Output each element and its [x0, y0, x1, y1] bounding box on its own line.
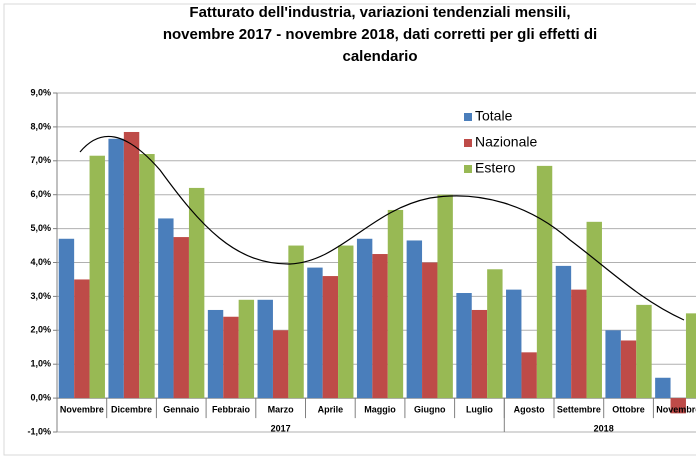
y-tick-label: 3,0%: [30, 291, 51, 301]
group-label: 2018: [594, 423, 614, 433]
bar: [685, 313, 696, 399]
bar: [456, 293, 472, 399]
chart-title: calendario: [342, 48, 417, 65]
x-tick-label: Novembre: [656, 404, 696, 414]
legend-label: Totale: [475, 108, 513, 124]
bar: [555, 265, 572, 399]
x-tick-label: Dicembre: [111, 404, 152, 414]
bar: [207, 309, 224, 399]
y-tick-label: -1,0%: [27, 426, 51, 436]
y-tick-label: 8,0%: [30, 121, 51, 131]
y-tick-label: 1,0%: [30, 359, 51, 369]
bar: [586, 221, 602, 399]
y-tick-label: 0,0%: [30, 392, 51, 402]
x-tick-label: Novembre: [60, 404, 104, 414]
x-tick-label: Ottobre: [612, 404, 645, 414]
x-tick-label: Marzo: [268, 404, 295, 414]
x-tick-label: Giugno: [414, 404, 446, 414]
bar: [74, 279, 90, 399]
bar: [655, 377, 671, 399]
bar: [536, 165, 553, 399]
bar: [506, 289, 522, 399]
x-tick-label: Maggio: [364, 404, 396, 414]
bar: [387, 209, 404, 399]
bar: [272, 330, 289, 399]
bar: [437, 194, 453, 399]
y-tick-label: 6,0%: [30, 189, 51, 199]
bar: [322, 276, 339, 399]
bar: [288, 245, 304, 399]
y-tick-label: 2,0%: [30, 325, 51, 335]
legend-label: Nazionale: [475, 134, 537, 150]
bar: [372, 254, 388, 399]
bar: [257, 299, 273, 399]
bar: [89, 155, 105, 399]
y-tick-label: 7,0%: [30, 155, 51, 165]
bar: [356, 238, 373, 399]
bar: [223, 316, 239, 399]
bar: [636, 304, 652, 399]
legend-label: Estero: [475, 160, 516, 176]
bar: [521, 352, 537, 399]
bar: [620, 340, 637, 399]
x-tick-label: Febbraio: [212, 404, 251, 414]
bar: [58, 238, 75, 399]
bar: [108, 138, 124, 399]
y-tick-label: 5,0%: [30, 223, 51, 233]
bars: [58, 131, 696, 414]
y-tick-label: 4,0%: [30, 257, 51, 267]
bar: [605, 330, 621, 399]
bar: [338, 245, 354, 399]
bar: [238, 299, 255, 399]
x-tick-label: Luglio: [466, 404, 493, 414]
chart-title: novembre 2017 - novembre 2018, dati corr…: [163, 26, 597, 43]
bar: [188, 187, 205, 399]
legend-swatch: [464, 165, 472, 173]
y-tick-label: 9,0%: [30, 87, 51, 97]
bar: [123, 131, 140, 399]
legend-swatch: [464, 113, 472, 121]
bar: [173, 237, 189, 399]
trend-line: [79, 135, 685, 321]
legend-swatch: [464, 139, 472, 147]
bar: [139, 154, 155, 399]
bar: [670, 398, 686, 414]
x-tick-label: Settembre: [557, 404, 601, 414]
bar: [422, 262, 438, 399]
x-tick-label: Agosto: [514, 404, 545, 414]
bar: [406, 240, 423, 399]
chart-title: Fatturato dell'industria, variazioni ten…: [189, 4, 570, 21]
x-tick-label: Gennaio: [163, 404, 200, 414]
bar: [571, 289, 587, 399]
x-tick-label: Aprile: [318, 404, 344, 414]
bar: [307, 267, 323, 399]
bar: [487, 269, 503, 399]
bar: [158, 218, 174, 399]
bar: [471, 309, 488, 399]
group-label: 2017: [271, 423, 291, 433]
